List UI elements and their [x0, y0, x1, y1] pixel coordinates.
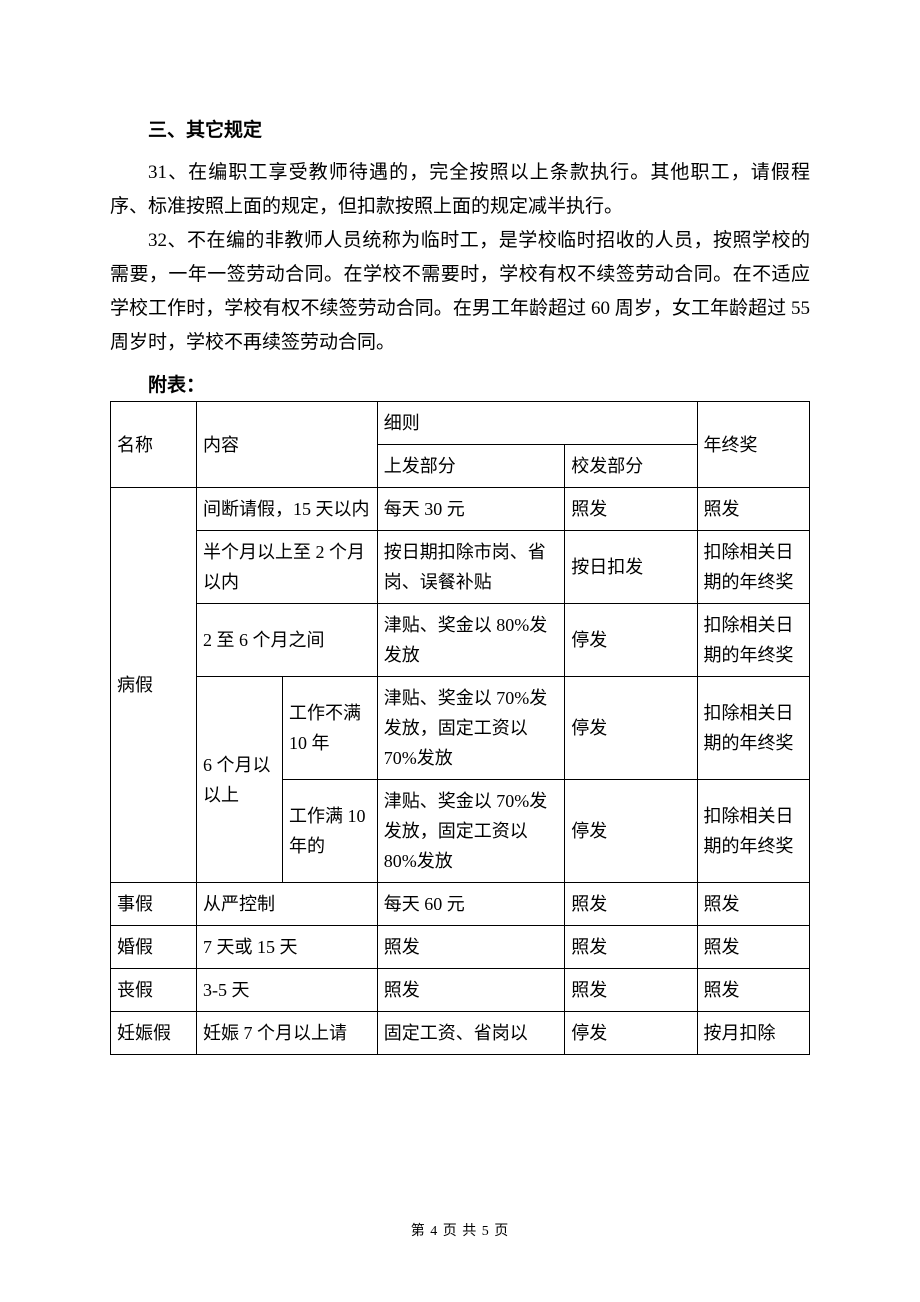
- cell: 扣除相关日期的年终奖: [697, 604, 810, 677]
- table-row: 半个月以上至 2 个月以内 按日期扣除市岗、省岗、误餐补贴 按日扣发 扣除相关日…: [111, 531, 810, 604]
- cell: 停发: [565, 604, 697, 677]
- cell: 间断请假，15 天以内: [196, 488, 377, 531]
- cell: 工作满 10年的: [282, 780, 377, 883]
- paragraph-31: 31、在编职工享受教师待遇的，完全按照以上条款执行。其他职工，请假程序、标准按照…: [110, 156, 810, 224]
- cell: 照发: [565, 883, 697, 926]
- cell: 照发: [565, 488, 697, 531]
- cell: 从严控制: [196, 883, 377, 926]
- cell: 妊娠 7 个月以上请: [196, 1012, 377, 1055]
- cell: 照发: [697, 883, 810, 926]
- cell: 半个月以上至 2 个月以内: [196, 531, 377, 604]
- cell: 按日期扣除市岗、省岗、误餐补贴: [377, 531, 564, 604]
- cell: 照发: [377, 926, 564, 969]
- cell: 每天 30 元: [377, 488, 564, 531]
- cell: 妊娠假: [111, 1012, 197, 1055]
- cell: 停发: [565, 1012, 697, 1055]
- page-footer: 第 4 页 共 5 页: [0, 1220, 920, 1240]
- cell: 6 个月以以上: [196, 677, 282, 883]
- header-detail-sub1: 上发部分: [377, 445, 564, 488]
- table-row: 妊娠假 妊娠 7 个月以上请 固定工资、省岗以 停发 按月扣除: [111, 1012, 810, 1055]
- cell: 照发: [565, 926, 697, 969]
- cell: 7 天或 15 天: [196, 926, 377, 969]
- cell: 婚假: [111, 926, 197, 969]
- cell: 停发: [565, 780, 697, 883]
- cell: 津贴、奖金以 80%发发放: [377, 604, 564, 677]
- cell: 扣除相关日期的年终奖: [697, 531, 810, 604]
- table-row: 2 至 6 个月之间 津贴、奖金以 80%发发放 停发 扣除相关日期的年终奖: [111, 604, 810, 677]
- leave-table: 名称 内容 细则 年终奖 上发部分 校发部分 病假 间断请假，15 天以内 每天…: [110, 401, 810, 1055]
- cell: 工作不满10 年: [282, 677, 377, 780]
- cell: 3-5 天: [196, 969, 377, 1012]
- header-detail-sub2: 校发部分: [565, 445, 697, 488]
- cell: 津贴、奖金以 70%发发放，固定工资以80%发放: [377, 780, 564, 883]
- table-row: 婚假 7 天或 15 天 照发 照发 照发: [111, 926, 810, 969]
- cell: 照发: [377, 969, 564, 1012]
- header-bonus: 年终奖: [697, 402, 810, 488]
- header-detail: 细则: [377, 402, 697, 445]
- cell: 按日扣发: [565, 531, 697, 604]
- cell: 照发: [697, 926, 810, 969]
- table-row: 事假 从严控制 每天 60 元 照发 照发: [111, 883, 810, 926]
- cell: 2 至 6 个月之间: [196, 604, 377, 677]
- header-name: 名称: [111, 402, 197, 488]
- table-row: 丧假 3-5 天 照发 照发 照发: [111, 969, 810, 1012]
- paragraph-32: 32、不在编的非教师人员统称为临时工，是学校临时招收的人员，按照学校的需要，一年…: [110, 224, 810, 360]
- cell: 扣除相关日期的年终奖: [697, 677, 810, 780]
- cell-sick-name: 病假: [111, 488, 197, 883]
- cell: 扣除相关日期的年终奖: [697, 780, 810, 883]
- cell: 按月扣除: [697, 1012, 810, 1055]
- cell: 每天 60 元: [377, 883, 564, 926]
- cell: 照发: [697, 969, 810, 1012]
- cell: 停发: [565, 677, 697, 780]
- table-row: 病假 间断请假，15 天以内 每天 30 元 照发 照发: [111, 488, 810, 531]
- page-content: 三、其它规定 31、在编职工享受教师待遇的，完全按照以上条款执行。其他职工，请假…: [0, 0, 920, 1055]
- cell: 照发: [697, 488, 810, 531]
- cell: 事假: [111, 883, 197, 926]
- cell: 固定工资、省岗以: [377, 1012, 564, 1055]
- cell: 丧假: [111, 969, 197, 1012]
- table-row: 6 个月以以上 工作不满10 年 津贴、奖金以 70%发发放，固定工资以70%发…: [111, 677, 810, 780]
- cell: 照发: [565, 969, 697, 1012]
- section-title: 三、其它规定: [148, 115, 810, 142]
- header-content: 内容: [196, 402, 377, 488]
- table-header-row: 名称 内容 细则 年终奖: [111, 402, 810, 445]
- cell: 津贴、奖金以 70%发发放，固定工资以70%发放: [377, 677, 564, 780]
- attachment-label: 附表：: [148, 370, 810, 397]
